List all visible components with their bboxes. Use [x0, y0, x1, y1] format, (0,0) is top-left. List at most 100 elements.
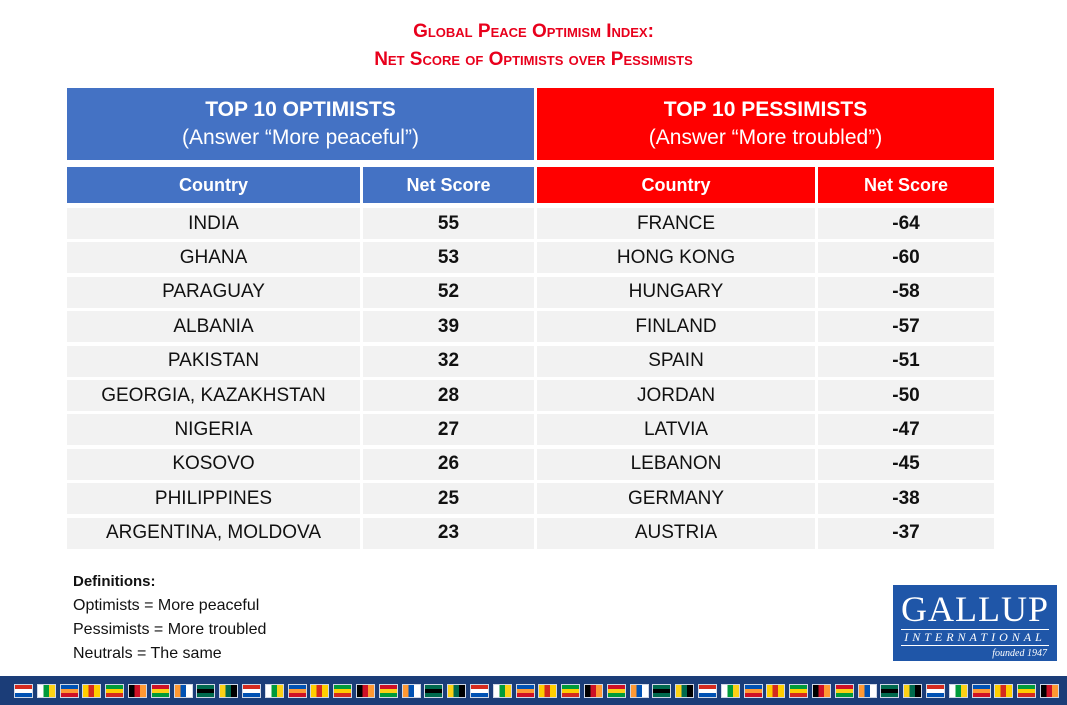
- optimists-score-cell: 39: [363, 311, 534, 343]
- title-line-2: Net Score of Optimists over Pessimists: [374, 49, 693, 70]
- flag-icon: [82, 684, 102, 698]
- optimists-header: TOP 10 OPTIMISTS (Answer “More peaceful”…: [67, 88, 534, 160]
- optimists-country-cell: PHILIPPINES: [67, 483, 360, 515]
- pessimists-country-cell: GERMANY: [537, 483, 815, 515]
- definitions-title: Definitions:: [73, 573, 156, 590]
- pessimists-score-cell: -51: [818, 345, 994, 377]
- pessimists-country-cell: FRANCE: [537, 208, 815, 239]
- pessimists-country-header: Country: [537, 167, 815, 203]
- flag-icon: [356, 684, 375, 698]
- logo-sub: INTERNATIONAL: [901, 629, 1049, 646]
- pessimists-score-cell: -64: [818, 208, 994, 239]
- flag-icon: [675, 684, 695, 698]
- flag-icon: [584, 684, 603, 698]
- flag-icon: [1040, 684, 1059, 698]
- pessimists-country-cell: SPAIN: [537, 345, 815, 377]
- flag-icon: [971, 684, 991, 698]
- flag-icon: [36, 684, 56, 698]
- flag-icon: [789, 684, 809, 698]
- flag-icon: [857, 684, 877, 698]
- pessimists-country-cell: LEBANON: [537, 448, 815, 480]
- flag-icon: [401, 684, 421, 698]
- flag-icon: [470, 684, 489, 698]
- flag-icon: [880, 684, 900, 698]
- flag-icon: [219, 684, 239, 698]
- logo-founded: founded 1947: [992, 648, 1047, 659]
- table-row: PHILIPPINES 25 GERMANY -38: [67, 483, 994, 517]
- pessimists-title: TOP 10 PESSIMISTS: [663, 98, 868, 121]
- flag-icon: [698, 684, 717, 698]
- flag-icon: [561, 684, 581, 698]
- optimists-score-cell: 55: [363, 208, 534, 239]
- flag-icon: [59, 684, 79, 698]
- optimists-country-cell: GHANA: [67, 242, 360, 274]
- optimists-score-cell: 52: [363, 276, 534, 308]
- table-row: KOSOVO 26 LEBANON -45: [67, 448, 994, 483]
- optimists-country-cell: NIGERIA: [67, 414, 360, 446]
- optimists-country-cell: ARGENTINA, MOLDOVA: [67, 517, 360, 549]
- pessimists-country-cell: LATVIA: [537, 414, 815, 446]
- table-row: INDIA 55 FRANCE -64: [67, 208, 994, 242]
- pessimists-header: TOP 10 PESSIMISTS (Answer “More troubled…: [537, 88, 994, 160]
- flag-icon: [173, 684, 193, 698]
- optimists-country-cell: ALBANIA: [67, 311, 360, 343]
- flag-icon: [515, 684, 535, 698]
- flag-icon: [538, 684, 558, 698]
- optimists-score-header: Net Score: [363, 167, 534, 203]
- pessimists-score-cell: -45: [818, 448, 994, 480]
- table-row: ARGENTINA, MOLDOVA 23 AUSTRIA -37: [67, 517, 994, 552]
- definition-optimists: Optimists = More peaceful: [73, 597, 260, 614]
- flag-icon: [128, 684, 147, 698]
- flag-icon: [14, 684, 33, 698]
- optimists-country-cell: KOSOVO: [67, 448, 360, 480]
- flag-icon: [333, 684, 353, 698]
- optimists-country-cell: GEORGIA, KAZAKHSTAN: [67, 380, 360, 411]
- optimists-subtitle: (Answer “More peaceful”): [182, 126, 419, 149]
- optimists-country-cell: PARAGUAY: [67, 276, 360, 308]
- table-row: ALBANIA 39 FINLAND -57: [67, 311, 994, 345]
- flag-icon: [766, 684, 786, 698]
- definition-neutrals: Neutrals = The same: [73, 645, 222, 662]
- optimists-score-cell: 32: [363, 345, 534, 377]
- flag-icon: [926, 684, 945, 698]
- flag-icon: [287, 684, 307, 698]
- pessimists-score-cell: -37: [818, 517, 994, 549]
- optimists-country-cell: PAKISTAN: [67, 345, 360, 377]
- optimists-country-header: Country: [67, 167, 360, 203]
- flag-icon: [378, 684, 398, 698]
- optimists-country-cell: INDIA: [67, 208, 360, 239]
- pessimists-country-cell: JORDAN: [537, 380, 815, 411]
- flag-icon: [1017, 684, 1037, 698]
- flag-icon: [447, 684, 467, 698]
- pessimists-score-cell: -60: [818, 242, 994, 274]
- optimists-score-cell: 23: [363, 517, 534, 549]
- country-flags-strip-icon: [0, 676, 1067, 705]
- flag-icon: [606, 684, 626, 698]
- flag-icon: [652, 684, 672, 698]
- flag-icon: [812, 684, 831, 698]
- flag-icon: [720, 684, 740, 698]
- pessimists-country-cell: FINLAND: [537, 311, 815, 343]
- flag-icon: [196, 684, 216, 698]
- title-line-1: Global Peace Optimism Index:: [413, 21, 654, 42]
- optimists-score-cell: 26: [363, 448, 534, 480]
- table-row: GEORGIA, KAZAKHSTAN 28 JORDAN -50: [67, 380, 994, 414]
- optimists-score-cell: 25: [363, 483, 534, 515]
- flag-icon: [948, 684, 968, 698]
- definitions: Definitions: Optimists = More peaceful P…: [73, 570, 266, 666]
- table-row: PARAGUAY 52 HUNGARY -58: [67, 276, 994, 311]
- pessimists-score-header: Net Score: [818, 167, 994, 203]
- flag-icon: [834, 684, 854, 698]
- pessimists-score-cell: -47: [818, 414, 994, 446]
- table-row: NIGERIA 27 LATVIA -47: [67, 414, 994, 448]
- flag-icon: [310, 684, 330, 698]
- logo-name: GALLUP: [901, 589, 1049, 629]
- pessimists-score-cell: -57: [818, 311, 994, 343]
- optimists-score-cell: 27: [363, 414, 534, 446]
- flag-icon: [424, 684, 444, 698]
- flag-icon: [242, 684, 261, 698]
- flag-icon: [629, 684, 649, 698]
- table-row: GHANA 53 HONG KONG -60: [67, 242, 994, 276]
- gallup-logo: GALLUP INTERNATIONAL founded 1947: [893, 585, 1057, 661]
- flag-icon: [264, 684, 284, 698]
